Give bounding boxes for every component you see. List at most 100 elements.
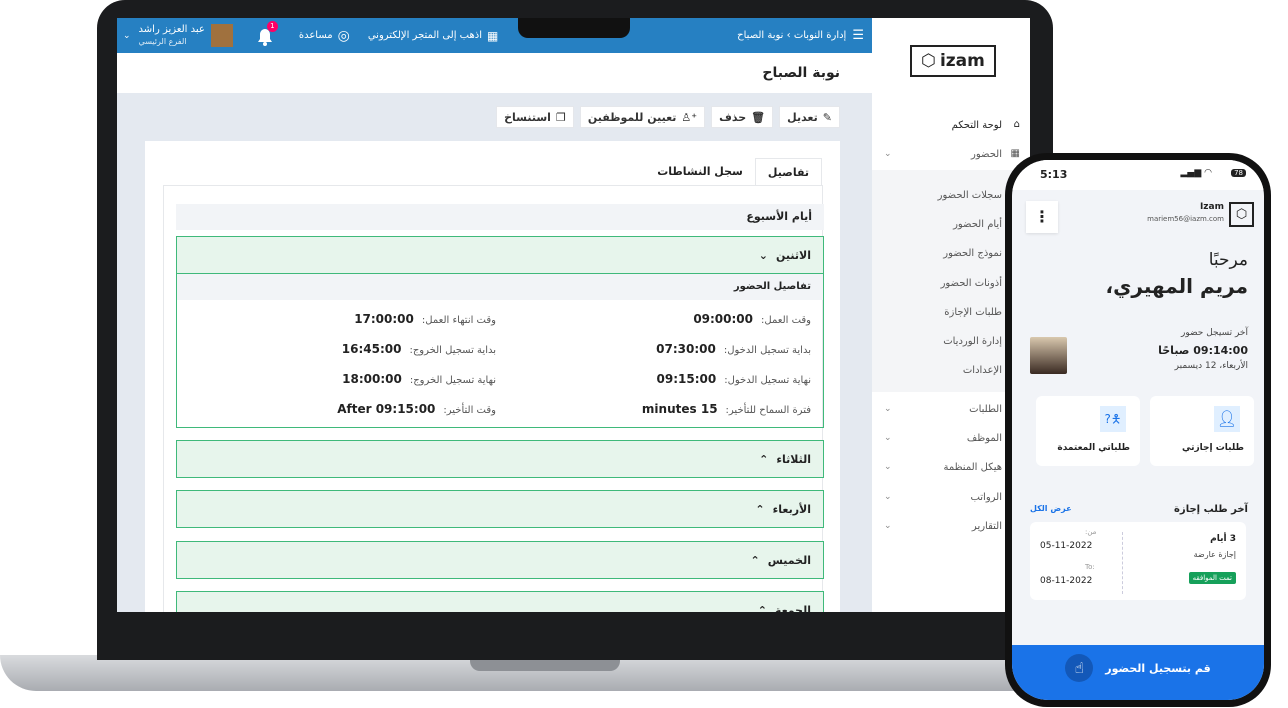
tab-details[interactable]: تفاصيل bbox=[754, 158, 822, 185]
chevron-down-icon[interactable]: ⌄ bbox=[123, 30, 131, 41]
help-icon: ◎ bbox=[337, 27, 350, 44]
breadcrumb-area: ☰ إدارة النوبات › نوبة الصباح bbox=[737, 18, 864, 53]
leave-duration: 3 أيام bbox=[1210, 534, 1236, 544]
breadcrumb-current: نوبة الصباح bbox=[737, 30, 784, 41]
status-badge: تمت الموافقه bbox=[1188, 572, 1236, 584]
chevron-up-icon: ⌃ bbox=[757, 603, 767, 613]
phone-screen: 5:13 ▂▄▆ ◠ 78 ⋮ ⬡ Izam mariem56@iazm.com… bbox=[1012, 160, 1264, 700]
tile-my-leave-requests[interactable]: 👤︎ طلبات إجازتي bbox=[1150, 396, 1254, 466]
accordion-monday[interactable]: الاثنين ⌄ bbox=[176, 236, 824, 274]
user-photo bbox=[1030, 337, 1067, 374]
izam-logo-icon: ⬡ bbox=[921, 51, 936, 71]
notification-badge: 1 bbox=[266, 20, 278, 32]
breadcrumb-parent[interactable]: إدارة النوبات bbox=[793, 30, 847, 41]
tile-label: طلبات إجازتي bbox=[1182, 443, 1244, 453]
sidebar-item-employee[interactable]: الموظف bbox=[966, 433, 1002, 444]
chevron-down-icon: ⌄ bbox=[758, 248, 769, 262]
tabs: تفاصيل سجل النشاطات bbox=[645, 158, 822, 185]
field-checkin-end: نهاية تسجيل الدخول:09:15:00 bbox=[656, 372, 811, 386]
field-checkout-end: نهاية تسجيل الخروج:18:00:00 bbox=[342, 372, 496, 386]
submenu-item[interactable]: الإعدادات bbox=[962, 365, 1002, 376]
tile-label: طلباتي المعتمدة bbox=[1057, 443, 1130, 453]
view-all-link[interactable]: عرض الكل bbox=[1030, 504, 1072, 513]
field-checkin-start: بداية تسجيل الدخول:07:30:00 bbox=[656, 342, 811, 356]
user-branch: الفرع الرئيسي bbox=[138, 36, 187, 46]
last-checkin-time: 09:14:00 صباحًا bbox=[1158, 344, 1248, 357]
field-work-start: وقت العمل:09:00:00 bbox=[693, 312, 811, 326]
menu-collapse-icon[interactable]: ☰ bbox=[852, 28, 864, 43]
submenu-item[interactable]: إدارة الورديات bbox=[943, 336, 1002, 347]
sidebar-item-dashboard[interactable]: لوحة التحكم bbox=[951, 120, 1002, 131]
to-date: 08-11-2022 bbox=[1040, 576, 1093, 586]
attendance-details: تفاصيل الحضور وقت العمل:09:00:00 وقت انت… bbox=[176, 274, 824, 428]
chevron-down-icon: ⌄ bbox=[884, 462, 892, 472]
chevron-up-icon: ⌃ bbox=[759, 452, 769, 466]
store-link[interactable]: اذهب إلى المتجر الإلكتروني bbox=[367, 30, 482, 41]
chevron-down-icon: ⌄ bbox=[884, 149, 892, 159]
submenu-item[interactable]: طلبات الإجازة bbox=[944, 307, 1002, 318]
field-grace-period: فترة السماح للتأخير:15 minutes bbox=[641, 402, 811, 416]
accordion-tuesday[interactable]: الثلاثاء ⌃ bbox=[176, 440, 824, 478]
topbar: ☰ إدارة النوبات › نوبة الصباح ⌄ عبد العز… bbox=[117, 18, 872, 53]
chevron-up-icon: ⌃ bbox=[750, 553, 760, 567]
edit-button[interactable]: ✎ تعديل bbox=[779, 106, 840, 128]
sidebar-item-attendance[interactable]: الحضور bbox=[971, 149, 1002, 160]
field-checkout-start: بداية تسجيل الخروج:16:45:00 bbox=[341, 342, 496, 356]
topbar-actions: ⌄ عبد العزيز راشد الفرع الرئيسي 1 مساعدة… bbox=[123, 18, 498, 53]
submenu-item[interactable]: أذونات الحضور bbox=[940, 278, 1002, 289]
greeting: مرحبًا bbox=[1208, 250, 1248, 270]
week-days-header: أيام الأسبوع bbox=[176, 204, 824, 230]
sidebar-item-org-structure[interactable]: هيكل المنظمة bbox=[943, 462, 1002, 473]
submenu-item[interactable]: سجلات الحضور bbox=[937, 190, 1002, 201]
accordion-wednesday[interactable]: الأربعاء ⌃ bbox=[176, 490, 824, 528]
from-label: من: bbox=[1085, 528, 1097, 536]
tile-my-approved-requests[interactable]: 🯅? طلباتي المعتمدة bbox=[1036, 396, 1140, 466]
add-user-icon: ⁺♙ bbox=[681, 110, 698, 124]
help-link[interactable]: مساعدة bbox=[298, 30, 333, 41]
user-menu[interactable]: عبد العزيز راشد الفرع الرئيسي bbox=[139, 24, 205, 48]
submenu-item[interactable]: أيام الحضور bbox=[953, 219, 1002, 230]
user-name: مريم المهيري، bbox=[1105, 274, 1249, 298]
shift-details-card: تفاصيل سجل النشاطات أيام الأسبوع الاثنين… bbox=[145, 141, 840, 612]
battery-icon: 78 bbox=[1231, 169, 1246, 177]
attendance-details-title: تفاصيل الحضور bbox=[177, 274, 823, 300]
chevron-down-icon: ⌄ bbox=[884, 492, 892, 502]
delete-button[interactable]: 🗑︎ حذف bbox=[711, 106, 774, 128]
leave-request-card[interactable]: 3 أيام إجازة عارضة تمت الموافقه من: 05-1… bbox=[1030, 522, 1246, 600]
more-menu-button[interactable]: ⋮ bbox=[1026, 201, 1058, 233]
accordion-friday[interactable]: الجمعة ⌃ bbox=[176, 591, 824, 612]
submenu-item[interactable]: نموذج الحضور bbox=[943, 248, 1002, 259]
attendance-submenu: سجلات الحضور أيام الحضور نموذج الحضور أذ… bbox=[872, 170, 1030, 392]
from-date: 05-11-2022 bbox=[1040, 541, 1093, 551]
to-label: To: bbox=[1085, 563, 1095, 571]
edit-label: تعديل bbox=[787, 110, 818, 124]
sidebar: ⬡ izam ⌂ لوحة التحكم ▦ الحضور ⌄ سجلات الح… bbox=[872, 18, 1030, 612]
avatar[interactable] bbox=[210, 24, 233, 47]
title-bar: نوبة الصباح bbox=[117, 53, 872, 93]
action-buttons: ✎ تعديل 🗑︎ حذف ⁺♙ تعيين للموظفين ❐ استنساخ bbox=[496, 106, 840, 128]
page-title: نوبة الصباح bbox=[762, 65, 840, 81]
copy-button[interactable]: ❐ استنساخ bbox=[496, 106, 574, 128]
sidebar-item-payroll[interactable]: الرواتب bbox=[970, 492, 1002, 503]
home-icon: ⌂ bbox=[1013, 119, 1020, 130]
checkin-button[interactable]: قم بتسجيل الحضور ☝ bbox=[1012, 645, 1264, 700]
accordion-thursday[interactable]: الخميس ⌃ bbox=[176, 541, 824, 579]
user-name[interactable]: عبد العزيز راشد bbox=[138, 23, 205, 35]
signal-wifi-icon: ▂▄▆ ◠ bbox=[1180, 168, 1212, 178]
notifications-button[interactable]: 1 bbox=[257, 20, 278, 46]
copy-icon: ❐ bbox=[555, 110, 566, 124]
field-work-end: وقت انتهاء العمل:17:00:00 bbox=[354, 312, 496, 326]
sidebar-item-requests[interactable]: الطلبات bbox=[969, 404, 1002, 415]
last-checkin-label: آخر تسيجل حضور bbox=[1181, 328, 1248, 338]
camera-notch bbox=[518, 18, 630, 38]
bell-icon bbox=[257, 28, 272, 46]
status-bar: 5:13 ▂▄▆ ◠ 78 bbox=[1012, 160, 1264, 190]
chevron-down-icon: ⌄ bbox=[884, 404, 892, 414]
sidebar-item-reports[interactable]: التقارير bbox=[971, 521, 1002, 532]
assign-employees-button[interactable]: ⁺♙ تعيين للموظفين bbox=[579, 106, 706, 128]
laptop-notch bbox=[470, 657, 620, 671]
tap-hand-icon: ☝ bbox=[1065, 654, 1094, 682]
user-icon: 👤︎ bbox=[1214, 406, 1240, 432]
logo: ⬡ izam bbox=[910, 45, 996, 77]
tab-activity-log[interactable]: سجل النشاطات bbox=[657, 165, 743, 178]
